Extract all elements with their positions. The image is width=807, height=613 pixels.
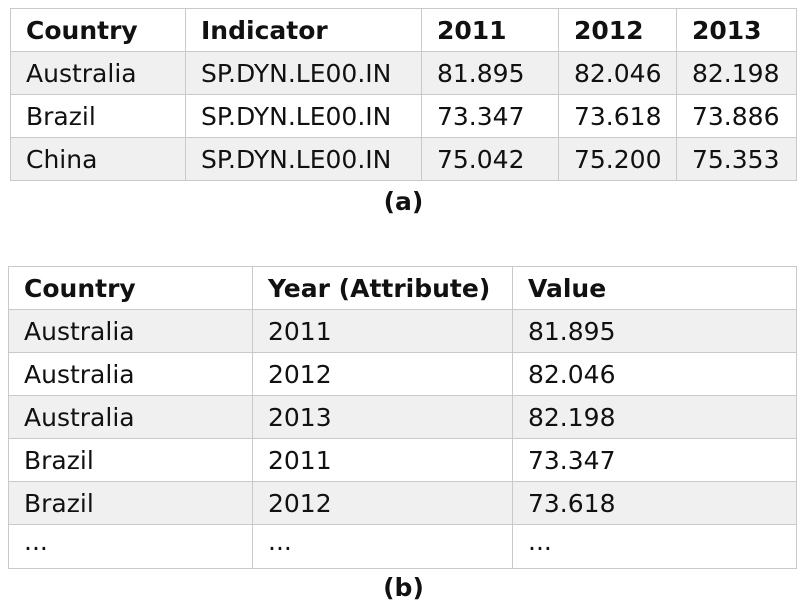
table-cell: 75.042 <box>421 137 559 181</box>
table-cell: 81.895 <box>512 309 797 353</box>
table-cell: 82.046 <box>558 51 677 95</box>
table-row: Australia 2011 81.895 <box>8 309 797 353</box>
table-cell: Brazil <box>8 438 253 482</box>
header-cell: Country <box>10 8 186 52</box>
table-cell: 73.618 <box>512 481 797 525</box>
table-cell: SP.DYN.LE00.IN <box>185 137 422 181</box>
table-cell: Australia <box>8 395 253 439</box>
table-row: Brazil 2011 73.347 <box>8 438 797 482</box>
table-cell: 2011 <box>252 438 513 482</box>
table-cell: 2012 <box>252 352 513 396</box>
table-cell: 82.046 <box>512 352 797 396</box>
table-cell: 73.347 <box>421 94 559 138</box>
header-row: Country Indicator 2011 2012 2013 <box>10 8 797 52</box>
wide-format-table: Country Indicator 2011 2012 2013 Austral… <box>10 8 797 181</box>
table-cell: SP.DYN.LE00.IN <box>185 51 422 95</box>
caption-b: (b) <box>383 573 424 602</box>
header-cell: Year (Attribute) <box>252 266 513 310</box>
header-row: Country Year (Attribute) Value <box>8 266 797 310</box>
table-cell: 2013 <box>252 395 513 439</box>
table-cell: 73.347 <box>512 438 797 482</box>
table-cell: 82.198 <box>512 395 797 439</box>
long-format-table: Country Year (Attribute) Value Australia… <box>8 266 797 569</box>
table-cell: Brazil <box>10 94 186 138</box>
table-cell: 73.886 <box>676 94 797 138</box>
table-cell: 2011 <box>252 309 513 353</box>
table-row: Australia 2013 82.198 <box>8 395 797 439</box>
table-row: Brazil 2012 73.618 <box>8 481 797 525</box>
header-cell: Value <box>512 266 797 310</box>
table-cell: 75.353 <box>676 137 797 181</box>
table-cell: Australia <box>10 51 186 95</box>
header-cell: Indicator <box>185 8 422 52</box>
table-cell: Australia <box>8 309 253 353</box>
table-cell: ... <box>512 524 797 569</box>
caption-a: (a) <box>383 187 424 216</box>
header-cell: Country <box>8 266 253 310</box>
table-cell: SP.DYN.LE00.IN <box>185 94 422 138</box>
table-cell: 75.200 <box>558 137 677 181</box>
table-row: ... ... ... <box>8 524 797 569</box>
table-row: Australia 2012 82.046 <box>8 352 797 396</box>
table-row: China SP.DYN.LE00.IN 75.042 75.200 75.35… <box>10 137 797 181</box>
table-cell: Australia <box>8 352 253 396</box>
table-cell: 81.895 <box>421 51 559 95</box>
table-row: Australia SP.DYN.LE00.IN 81.895 82.046 8… <box>10 51 797 95</box>
table-cell: 82.198 <box>676 51 797 95</box>
table-cell: China <box>10 137 186 181</box>
table-cell: ... <box>252 524 513 569</box>
table-cell: ... <box>8 524 253 569</box>
table-row: Brazil SP.DYN.LE00.IN 73.347 73.618 73.8… <box>10 94 797 138</box>
table-cell: Brazil <box>8 481 253 525</box>
header-cell: 2013 <box>676 8 797 52</box>
table-cell: 73.618 <box>558 94 677 138</box>
table-cell: 2012 <box>252 481 513 525</box>
header-cell: 2011 <box>421 8 559 52</box>
header-cell: 2012 <box>558 8 677 52</box>
